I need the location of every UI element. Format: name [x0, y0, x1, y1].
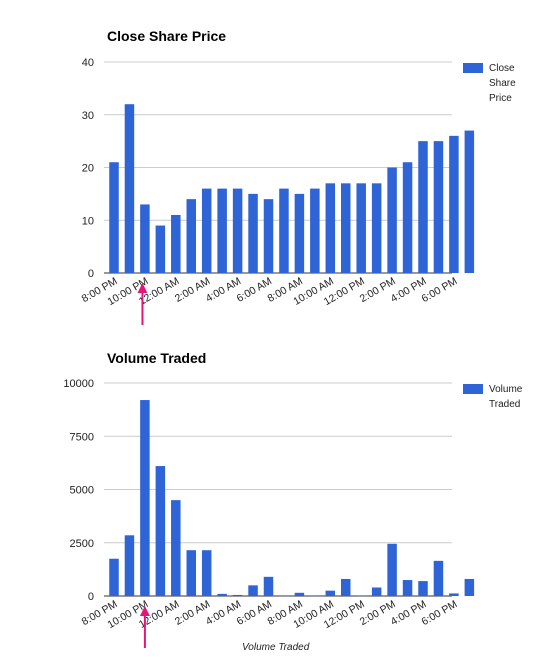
bar	[310, 188, 320, 273]
bar	[325, 590, 336, 596]
bar	[217, 188, 227, 273]
bar	[201, 188, 212, 273]
bar	[371, 183, 382, 273]
y-tick-label: 40	[82, 57, 94, 69]
bar	[109, 162, 119, 273]
bar	[263, 576, 274, 596]
bar	[124, 104, 135, 273]
bar	[263, 199, 274, 273]
price-chart-legend: Close Share Price	[463, 61, 539, 106]
bar	[186, 199, 196, 273]
bar	[279, 595, 289, 597]
y-tick-label: 5000	[70, 485, 94, 497]
volume-chart-legend: Volume Traded	[463, 382, 539, 412]
y-tick-label: 10	[82, 215, 94, 227]
y-tick-label: 20	[82, 163, 94, 175]
bar	[387, 543, 397, 596]
bar	[155, 466, 166, 596]
bar	[109, 558, 119, 596]
bar	[402, 580, 413, 596]
bar	[356, 595, 366, 597]
bar	[402, 162, 413, 273]
bar	[201, 550, 212, 596]
bar	[341, 578, 351, 596]
bar	[310, 595, 320, 597]
bar	[464, 578, 475, 596]
volume-chart-title: Volume Traded	[107, 350, 207, 366]
bar	[371, 587, 382, 596]
legend-line: Volume	[489, 384, 523, 395]
annotation-arrow-head	[139, 606, 150, 616]
legend-line: Traded	[489, 399, 521, 410]
y-tick-label: 2500	[70, 538, 94, 550]
x-tick-label: 6:00 PM	[420, 598, 460, 628]
annotation-arrow-head	[137, 283, 148, 293]
legend-label: Volume Traded	[489, 382, 539, 412]
bar	[171, 214, 181, 273]
bar	[124, 535, 135, 596]
bar	[387, 167, 397, 273]
legend-swatch	[463, 63, 483, 73]
bar	[294, 193, 305, 273]
bar	[279, 188, 289, 273]
bar	[449, 593, 459, 596]
bar	[217, 593, 227, 596]
bar	[248, 585, 258, 596]
bar	[464, 130, 475, 273]
y-tick-label: 10000	[63, 378, 94, 390]
legend-label: Close Share Price	[489, 61, 539, 106]
bar	[433, 560, 444, 596]
legend-line: Close	[489, 63, 515, 74]
volume-x-axis-label: Volume Traded	[242, 642, 310, 653]
bar	[356, 183, 366, 273]
bar	[155, 225, 166, 273]
price-chart-title: Close Share Price	[107, 28, 227, 44]
y-tick-label: 0	[88, 591, 94, 603]
bar	[140, 204, 150, 273]
bar	[449, 135, 459, 273]
bar	[186, 550, 196, 596]
bar	[232, 594, 243, 596]
bar	[418, 141, 428, 273]
bar	[418, 581, 428, 596]
bar	[140, 400, 150, 596]
y-tick-label: 0	[88, 268, 94, 280]
legend-swatch	[463, 384, 483, 394]
bar	[433, 141, 444, 273]
bar	[341, 183, 351, 273]
bar	[232, 188, 243, 273]
bar	[171, 500, 181, 596]
bar	[248, 193, 258, 273]
legend-line: Share	[489, 78, 516, 89]
bar	[294, 592, 305, 596]
y-tick-label: 7500	[70, 431, 94, 443]
y-tick-label: 30	[82, 110, 94, 122]
legend-line: Price	[489, 93, 512, 104]
bar	[325, 183, 336, 273]
